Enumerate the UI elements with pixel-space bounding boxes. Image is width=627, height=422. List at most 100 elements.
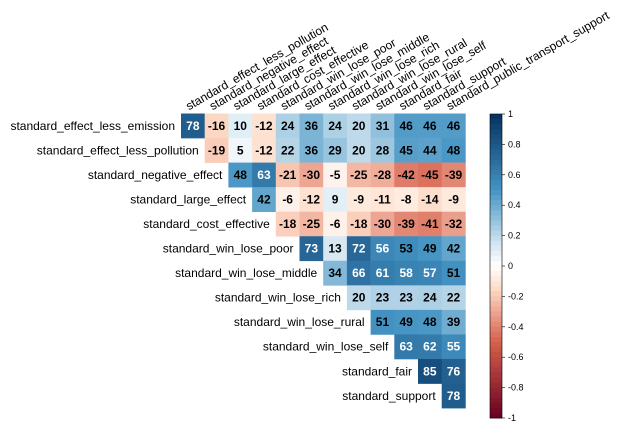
color-legend-segment [490,144,502,150]
row-label: standard_effect_less_emission [10,119,175,133]
heatmap-cell [441,162,466,188]
color-legend-segment [490,245,502,252]
cell-value-label: 73 [305,242,319,256]
color-legend-segment [490,347,502,353]
heatmap-cell [394,211,419,237]
heatmap-cell [346,285,371,311]
cell-value-label: 85 [423,364,437,378]
color-legend-tick-label: -0.2 [508,291,524,301]
color-legend-segment [490,235,502,242]
cell-value-label: -30 [374,217,392,231]
color-legend-segment [490,331,502,338]
heatmap-cell [394,162,419,188]
heatmap-cell [441,138,466,163]
heatmap-cell [370,187,395,212]
cell-value-label: 42 [257,192,271,206]
heatmap-cell [394,236,419,262]
heatmap-cell [346,236,371,262]
cell-value-label: 46 [447,119,461,133]
color-legend-segment [490,387,502,394]
heatmap-cell [299,211,324,237]
cell-value-label: -12 [255,143,273,157]
color-legend-tick-label: -0.4 [508,322,524,332]
color-legend-segment [490,210,502,216]
cell-value-label: 22 [281,143,295,157]
cell-value-label: 76 [447,364,461,378]
heatmap-cell [418,236,442,262]
row-label: standard_effect_less_pollution [37,143,199,157]
color-legend-segment [490,357,502,363]
color-legend-segment [490,215,502,221]
row-label: standard_win_lose_self [263,340,389,354]
heatmap-cell [418,187,442,212]
color-legend-segment [490,149,502,155]
cell-value-label: 48 [447,143,461,157]
color-legend-segment [490,316,502,323]
heatmap-cell [323,162,348,188]
color-legend-segment [490,195,502,201]
cell-value-label: 45 [399,143,413,157]
cell-value-label: -6 [330,217,341,231]
color-legend-segment [490,230,502,236]
heatmap-cell [441,359,466,384]
cell-value-label: 57 [423,266,437,280]
cell-value-label: 48 [234,168,248,182]
cell-value-label: -39 [445,168,463,182]
heatmap-cell [228,113,253,139]
heatmap-cell [418,162,442,188]
cell-value-label: 58 [399,266,413,280]
heatmap-cell [228,162,253,188]
color-legend-segment [490,296,502,302]
cell-value-label: 36 [305,143,319,157]
heatmap-cell [252,187,277,212]
color-legend-segment [490,266,502,272]
cell-value-label: 23 [376,291,390,305]
heatmap-cell [228,138,253,163]
heatmap-cell [441,236,466,262]
row-label: standard_fair [342,364,412,378]
color-legend-segment [490,311,502,318]
heatmap-cell [370,162,395,188]
heatmap-cell [394,138,419,163]
row-label: standard_win_lose_rich [215,291,341,305]
color-legend-segment [490,397,502,404]
cell-value-label: -18 [279,217,297,231]
cell-value-label: 72 [352,242,366,256]
cell-value-label: 24 [281,119,295,133]
color-legend-tick-label: -0.8 [508,383,524,393]
color-legend-segment [490,392,502,399]
cell-value-label: -6 [282,192,293,206]
heatmap-cell [418,309,442,335]
row-label: standard_cost_effective [143,217,270,231]
heatmap-cell [418,138,442,163]
color-legend-segment [490,326,502,333]
heatmap-cell [323,260,348,286]
color-legend-segment [490,139,502,145]
cell-value-label: -9 [448,192,459,206]
heatmap-cell [418,260,442,286]
heatmap-cell [370,260,395,286]
cell-value-label: 66 [352,266,366,280]
heatmap-cell [394,260,419,286]
color-legend: 1 0.8 0.6 0.4 0.2 0 -0.2 -0.4 -0.6 -0.8 -1 [489,109,524,422]
color-legend-segment [490,129,502,135]
heatmap-cell [252,113,277,139]
cell-value-label: -25 [303,217,321,231]
cell-value-label: 20 [352,119,366,133]
color-legend-segment [490,220,502,226]
cell-value-label: 44 [423,143,437,157]
heatmap-cell [418,334,442,360]
color-legend-segment [490,281,502,287]
heatmap-cell [323,211,348,237]
color-legend-segment [490,184,502,191]
color-legend-segment [490,250,502,257]
cell-value-label: -16 [208,119,226,133]
row-labels: standard_effect_less_emission standard_ef… [10,119,436,403]
heatmap-cells: 78 -16 10 -12 24 36 24 20 31 46 46 46 -19 5 -12 22 36 29 2… [181,113,466,409]
cell-value-label: 29 [328,143,342,157]
color-legend-segment [490,154,502,160]
color-legend-segment [490,291,502,297]
cell-value-label: 62 [423,340,437,354]
heatmap-cell [275,211,300,237]
